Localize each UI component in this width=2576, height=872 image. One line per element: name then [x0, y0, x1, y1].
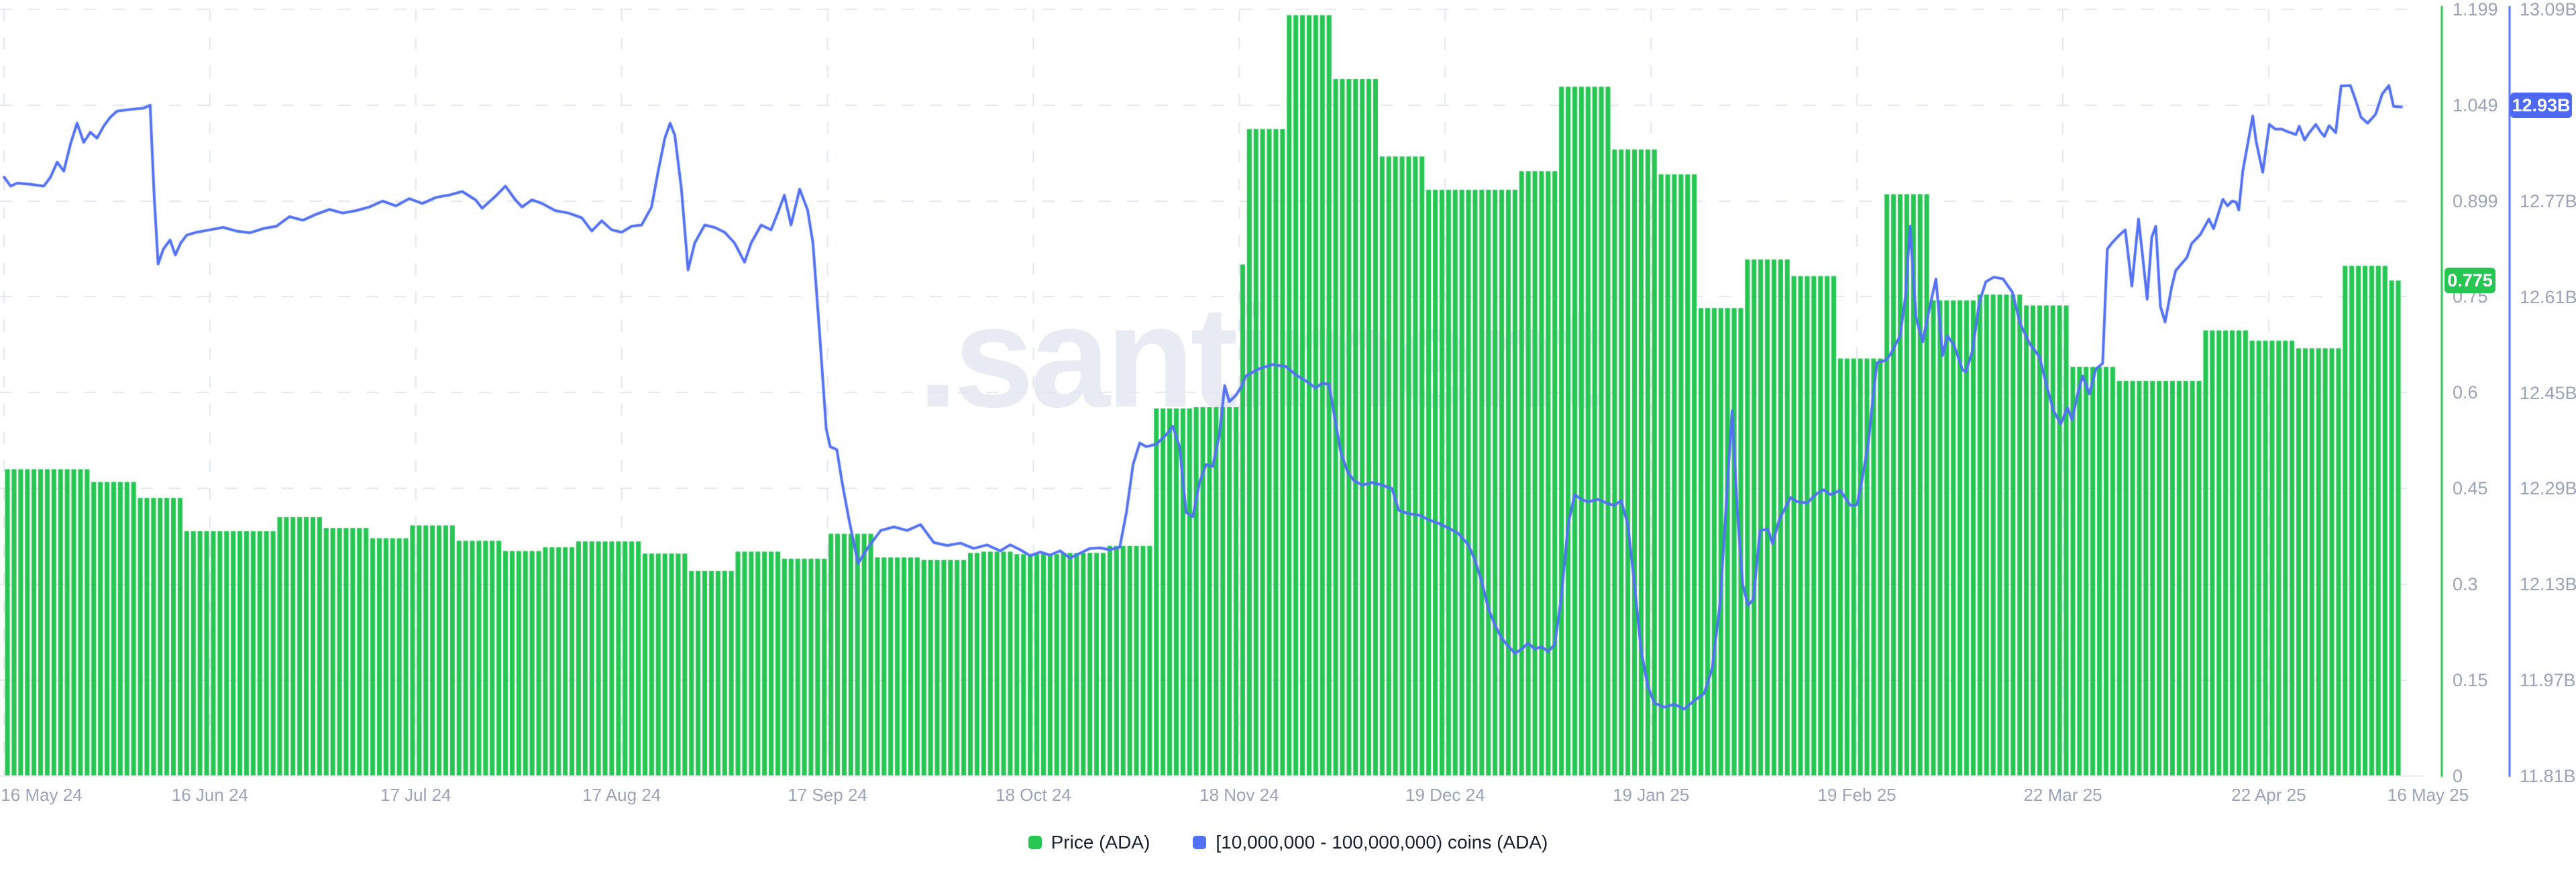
holders-series-swatch-icon: [1193, 836, 1207, 849]
legend-item-holders[interactable]: [10,000,000 - 100,000,000) coins (ADA): [1193, 832, 1548, 853]
price-tick-label: 0: [2453, 766, 2463, 786]
price-tick-label: 0.45: [2453, 478, 2488, 499]
date-tick-label: 22 Apr 25: [2231, 785, 2306, 805]
price-tick-label: 1.199: [2453, 0, 2498, 19]
legend: Price (ADA) [10,000,000 - 100,000,000) c…: [0, 832, 2576, 853]
supply-current-badge: 12.93B: [2510, 93, 2572, 118]
supply-tick-label: 12.45B: [2520, 382, 2576, 403]
legend-label-price: Price (ADA): [1051, 832, 1150, 853]
price-current-badge: 0.775: [2445, 268, 2496, 293]
date-tick-label: 17 Jul 24: [380, 785, 451, 805]
supply-tick-label: 12.77B: [2520, 190, 2576, 211]
date-tick-label: 18 Oct 24: [996, 785, 1071, 805]
supply-tick-label: 11.97B: [2520, 670, 2576, 691]
date-tick-label: 16 Jun 24: [171, 785, 248, 805]
legend-label-holders: [10,000,000 - 100,000,000) coins (ADA): [1216, 832, 1548, 853]
date-tick-label: 16 May 24: [1, 785, 83, 805]
date-tick-label: 18 Nov 24: [1199, 785, 1279, 805]
supply-tick-label: 11.81B: [2520, 766, 2576, 786]
supply-tick-label: 12.61B: [2520, 286, 2576, 307]
price-tick-label: 0.6: [2453, 382, 2478, 403]
date-tick-label: 22 Mar 25: [2023, 785, 2102, 805]
price-tick-label: 0.899: [2453, 190, 2498, 211]
price-tick-label: 0.15: [2453, 670, 2488, 690]
supply-tick-label: 13.09B: [2520, 0, 2576, 19]
date-tick-label: 19 Dec 24: [1405, 785, 1485, 805]
supply-tick-label: 12.29B: [2520, 478, 2576, 499]
price-tick-label: 0.3: [2453, 574, 2478, 594]
date-tick-label: 19 Feb 25: [1817, 785, 1896, 805]
date-tick-label: 17 Sep 24: [788, 785, 867, 805]
date-tick-label: 17 Aug 24: [582, 785, 661, 805]
date-tick-label: 19 Jan 25: [1613, 785, 1690, 805]
date-tick-label: 16 May 25: [2387, 785, 2469, 805]
price-tick-label: 1.049: [2453, 95, 2498, 115]
supply-tick-label: 12.13B: [2520, 574, 2576, 595]
legend-item-price[interactable]: Price (ADA): [1028, 832, 1150, 853]
price-series-swatch-icon: [1028, 836, 1042, 849]
